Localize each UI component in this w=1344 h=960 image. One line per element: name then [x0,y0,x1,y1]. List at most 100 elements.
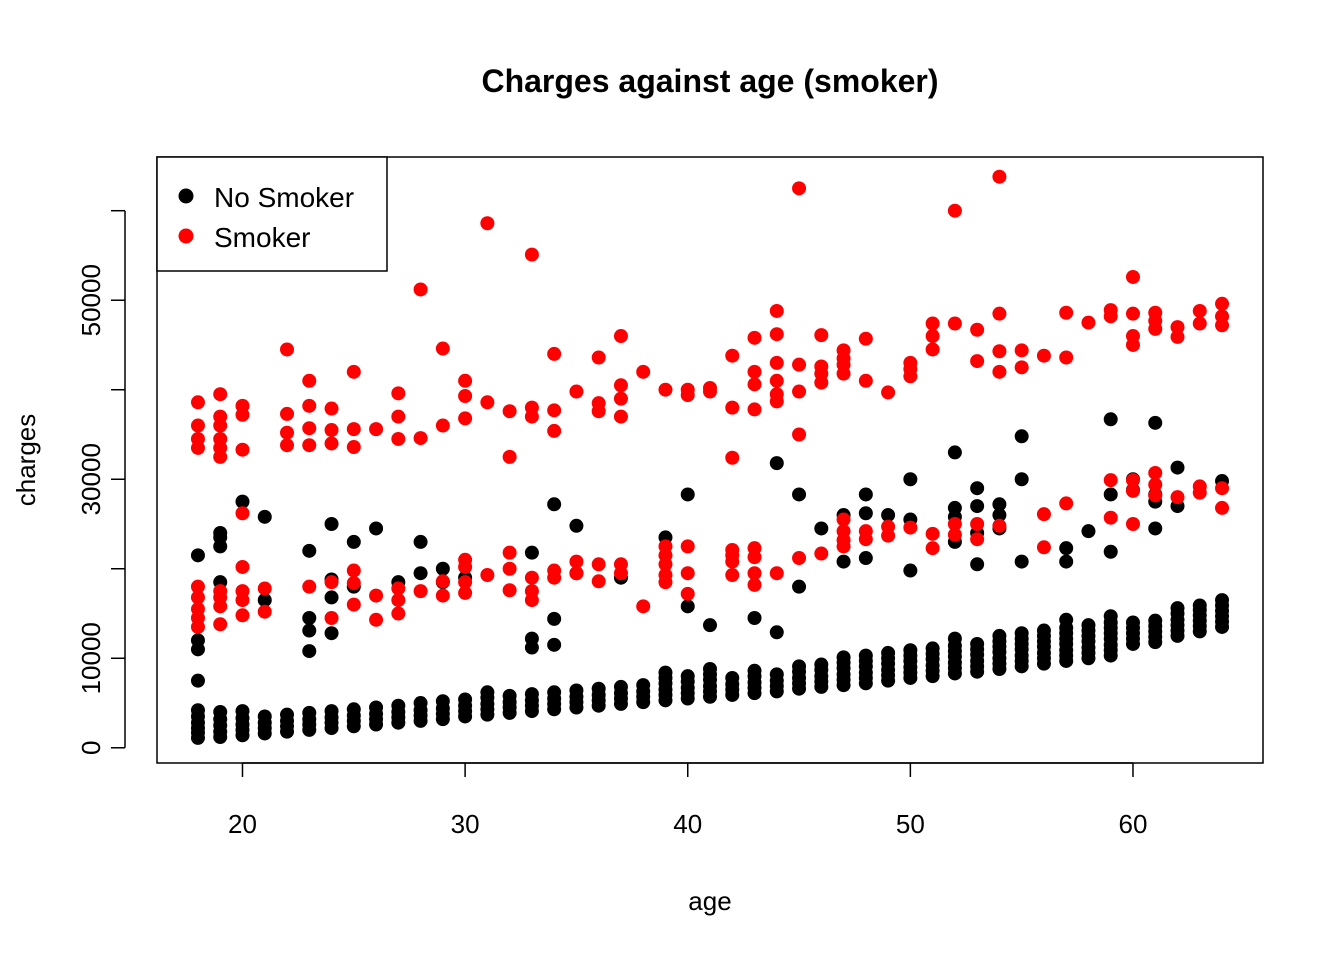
point-smoker [947,517,962,532]
point-no-smoker [1014,429,1029,444]
point-smoker [680,539,695,554]
point-smoker [369,588,384,603]
point-smoker [747,541,762,556]
point-smoker [947,203,962,218]
point-no-smoker [302,623,317,638]
point-no-smoker [970,636,985,651]
point-smoker [836,512,851,527]
point-smoker [970,517,985,532]
point-smoker [1125,483,1140,498]
point-no-smoker [190,548,205,563]
point-smoker [814,359,829,374]
legend-box [156,156,388,272]
point-no-smoker [591,681,606,696]
point-smoker [636,599,651,614]
point-smoker [858,331,873,346]
legend-marker-smoker [178,228,194,244]
point-smoker [346,422,361,437]
point-smoker [725,348,740,363]
point-smoker [502,545,517,560]
point-smoker [769,327,784,342]
point-no-smoker [547,497,562,512]
chart-title: Charges against age (smoker) [481,63,938,99]
point-smoker [502,449,517,464]
point-no-smoker [569,518,584,533]
point-no-smoker [369,521,384,536]
point-smoker [346,597,361,612]
point-smoker [747,377,762,392]
x-axis-label: age [688,886,731,916]
point-smoker [1014,360,1029,375]
point-smoker [213,584,228,599]
point-smoker [190,431,205,446]
point-smoker [302,438,317,453]
point-no-smoker [1148,415,1163,430]
point-smoker [1125,329,1140,344]
point-smoker [280,425,295,440]
point-smoker [458,585,473,600]
point-smoker [369,422,384,437]
point-no-smoker [769,667,784,682]
point-smoker [591,574,606,589]
point-smoker [458,411,473,426]
point-no-smoker [1103,544,1118,559]
point-smoker [547,563,562,578]
point-smoker [235,506,250,521]
point-no-smoker [881,645,896,660]
point-smoker [190,590,205,605]
point-smoker [524,584,539,599]
point-smoker [235,398,250,413]
legend-marker-no-smoker [178,188,194,204]
point-no-smoker [369,700,384,715]
point-smoker [925,342,940,357]
point-no-smoker [992,497,1007,512]
point-smoker [881,519,896,534]
point-no-smoker [992,508,1007,523]
point-smoker [213,409,228,424]
point-smoker [458,575,473,590]
point-smoker [858,373,873,388]
point-smoker [680,382,695,397]
point-smoker [992,169,1007,184]
point-smoker [190,395,205,410]
point-smoker [346,364,361,379]
point-smoker [1125,269,1140,284]
point-no-smoker [524,687,539,702]
point-smoker [502,583,517,598]
point-smoker [747,402,762,417]
point-smoker [413,584,428,599]
point-smoker [324,575,339,590]
point-smoker [480,395,495,410]
point-smoker [792,427,807,442]
point-no-smoker [235,494,250,509]
point-no-smoker [903,563,918,578]
point-smoker [1148,488,1163,503]
point-no-smoker [1103,487,1118,502]
point-smoker [725,450,740,465]
x-tick-label: 60 [1119,809,1148,839]
point-smoker [346,440,361,455]
point-smoker [814,546,829,561]
point-no-smoker [769,625,784,640]
point-smoker [213,431,228,446]
point-no-smoker [524,631,539,646]
point-smoker [903,355,918,370]
point-smoker [658,539,673,554]
point-no-smoker [257,593,272,608]
point-smoker [391,409,406,424]
point-smoker [769,303,784,318]
point-smoker [1148,305,1163,320]
point-smoker [725,400,740,415]
point-smoker [302,421,317,436]
point-no-smoker [903,643,918,658]
point-smoker [569,384,584,399]
point-smoker [302,373,317,388]
point-smoker [391,581,406,596]
point-smoker [903,520,918,535]
point-no-smoker [858,551,873,566]
point-smoker [1192,316,1207,331]
point-no-smoker [947,500,962,515]
point-no-smoker [747,663,762,678]
point-no-smoker [925,641,940,656]
